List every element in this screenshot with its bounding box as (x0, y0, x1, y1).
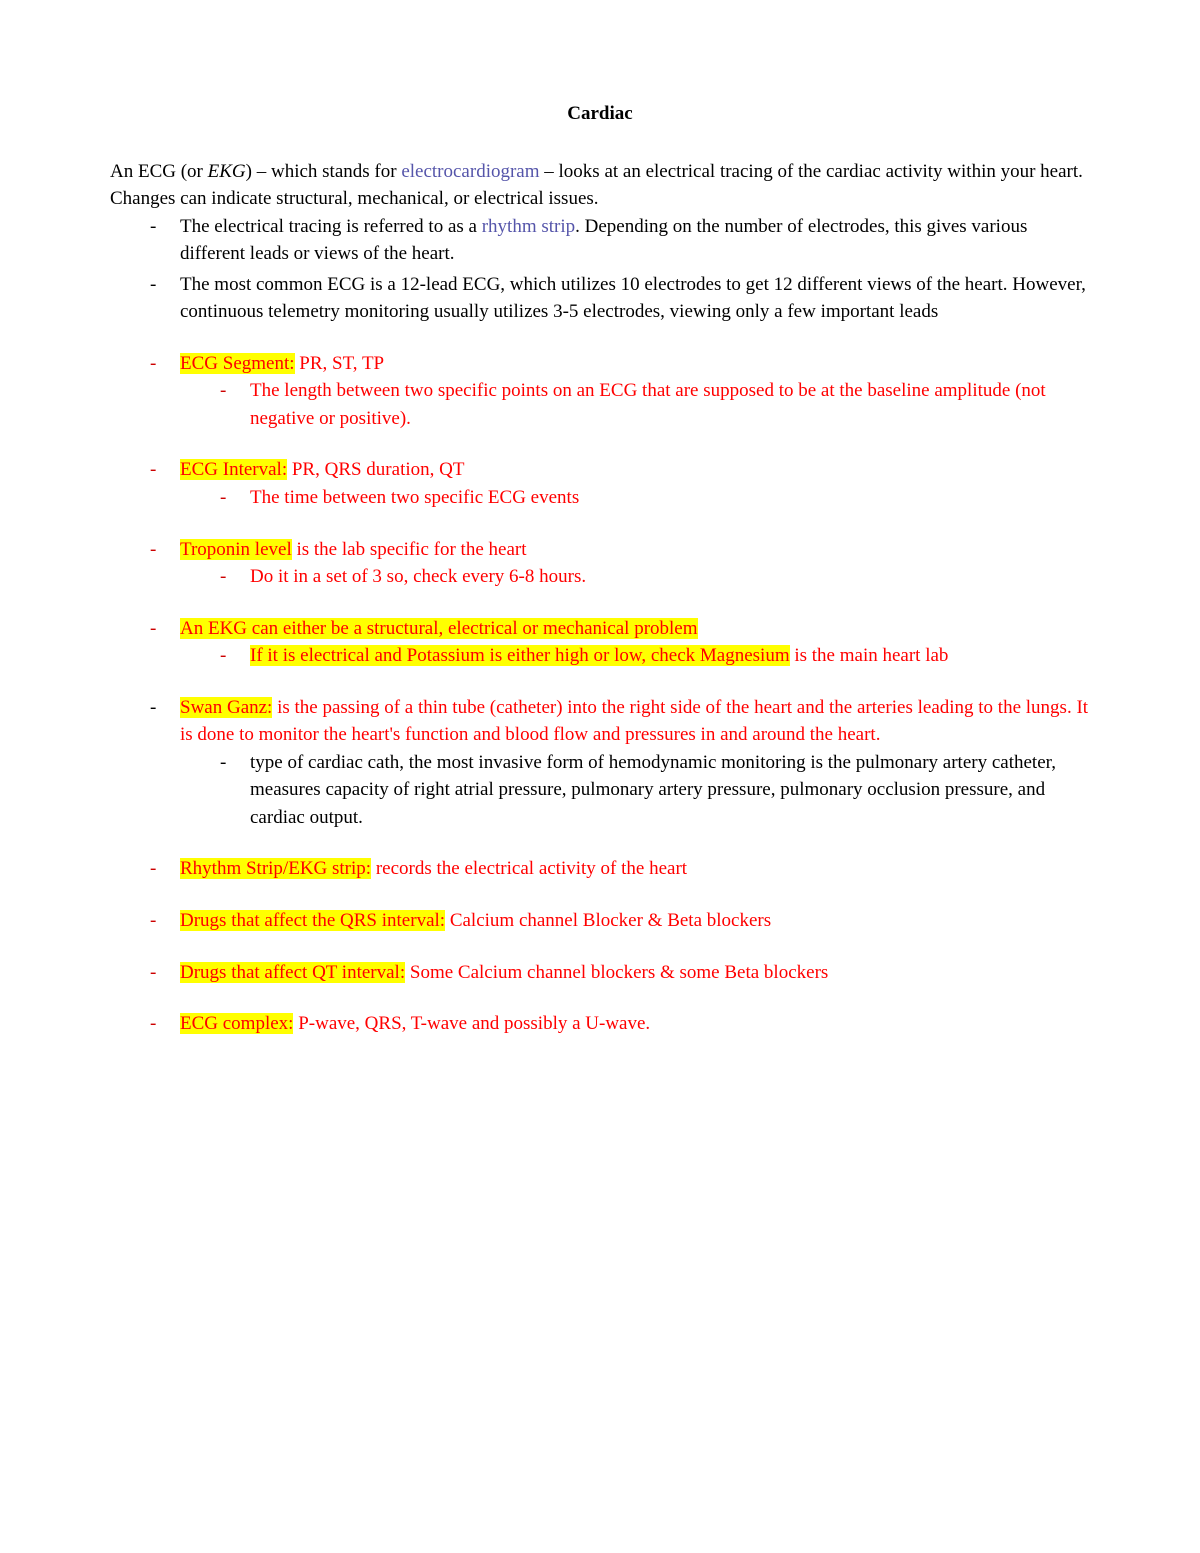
troponin-text: is the lab specific for the heart (292, 539, 527, 560)
ecg-interval-sub-text: The time between two specific ECG events (250, 487, 579, 508)
qrs-drugs-item: Drugs that affect the QRS interval: Calc… (180, 907, 1090, 935)
swan-ganz-item: Swan Ganz: is the passing of a thin tube… (180, 694, 1090, 832)
ecg-interval-text: PR, QRS duration, QT (287, 459, 464, 480)
ecg-complex-item: ECG complex: P-wave, QRS, T-wave and pos… (180, 1010, 1090, 1038)
ecg-segment-sub: The length between two specific points o… (250, 377, 1090, 432)
structural-sublist: If it is electrical and Potassium is eit… (180, 642, 1090, 670)
ecg-interval-label: ECG Interval: (180, 459, 287, 480)
intro-text-2: ) – which stands for (246, 161, 402, 182)
ecg-segment-sub-text: The length between two specific points o… (250, 380, 1046, 429)
troponin-sublist: Do it in a set of 3 so, check every 6-8 … (180, 563, 1090, 591)
ecg-complex-text: P-wave, QRS, T-wave and possibly a U-wav… (293, 1013, 650, 1034)
rhythm-strip-label: Rhythm Strip/EKG strip: (180, 858, 371, 879)
rhythm-strip-text: records the electrical activity of the h… (371, 858, 687, 879)
intro-bullet-2: The most common ECG is a 12-lead ECG, wh… (180, 271, 1090, 326)
intro-bullet-1a: The electrical tracing is referred to as… (180, 216, 482, 237)
troponin-sub-text: Do it in a set of 3 so, check every 6-8 … (250, 566, 586, 587)
intro-ekg-italic: EKG (208, 161, 246, 182)
structural-item: An EKG can either be a structural, elect… (180, 615, 1090, 670)
ecg-segment-text: PR, ST, TP (295, 353, 385, 374)
intro-bullet-list: The electrical tracing is referred to as… (110, 213, 1090, 326)
qrs-drugs-label: Drugs that affect the QRS interval: (180, 910, 445, 931)
intro-bullet-1: The electrical tracing is referred to as… (180, 213, 1090, 268)
structural-sub-rest: is the main heart lab (790, 645, 949, 666)
qrs-drugs-text: Calcium channel Blocker & Beta blockers (445, 910, 771, 931)
structural-line: An EKG can either be a structural, elect… (180, 618, 698, 639)
ecg-complex-label: ECG complex: (180, 1013, 293, 1034)
intro-link-electrocardiogram: electrocardiogram (401, 161, 539, 182)
intro-paragraph: An ECG (or EKG) – which stands for elect… (110, 158, 1090, 213)
ecg-segment-sublist: The length between two specific points o… (180, 377, 1090, 432)
ecg-segment-item: ECG Segment: PR, ST, TP The length betwe… (180, 350, 1090, 433)
page-title: Cardiac (110, 100, 1090, 128)
structural-sub: If it is electrical and Potassium is eit… (250, 642, 1090, 670)
ecg-interval-sublist: The time between two specific ECG events (180, 484, 1090, 512)
qt-drugs-item: Drugs that affect QT interval: Some Calc… (180, 959, 1090, 987)
ecg-interval-item: ECG Interval: PR, QRS duration, QT The t… (180, 456, 1090, 511)
intro-link-rhythm-strip: rhythm strip (482, 216, 575, 237)
troponin-label: Troponin level (180, 539, 292, 560)
swan-ganz-sub: type of cardiac cath, the most invasive … (250, 749, 1090, 832)
ecg-segment-label: ECG Segment: (180, 353, 295, 374)
ecg-interval-sub: The time between two specific ECG events (250, 484, 1090, 512)
qt-drugs-label: Drugs that affect QT interval: (180, 962, 405, 983)
swan-ganz-sublist: type of cardiac cath, the most invasive … (180, 749, 1090, 832)
rhythm-strip-item: Rhythm Strip/EKG strip: records the elec… (180, 855, 1090, 883)
troponin-sub: Do it in a set of 3 so, check every 6-8 … (250, 563, 1090, 591)
qt-drugs-text: Some Calcium channel blockers & some Bet… (405, 962, 828, 983)
swan-ganz-label: Swan Ganz: (180, 697, 272, 718)
main-list: ECG Segment: PR, ST, TP The length betwe… (110, 350, 1090, 1038)
swan-ganz-text: is the passing of a thin tube (catheter)… (180, 697, 1088, 746)
structural-sub-hl: If it is electrical and Potassium is eit… (250, 645, 790, 666)
troponin-item: Troponin level is the lab specific for t… (180, 536, 1090, 591)
intro-text-1: An ECG (or (110, 161, 208, 182)
